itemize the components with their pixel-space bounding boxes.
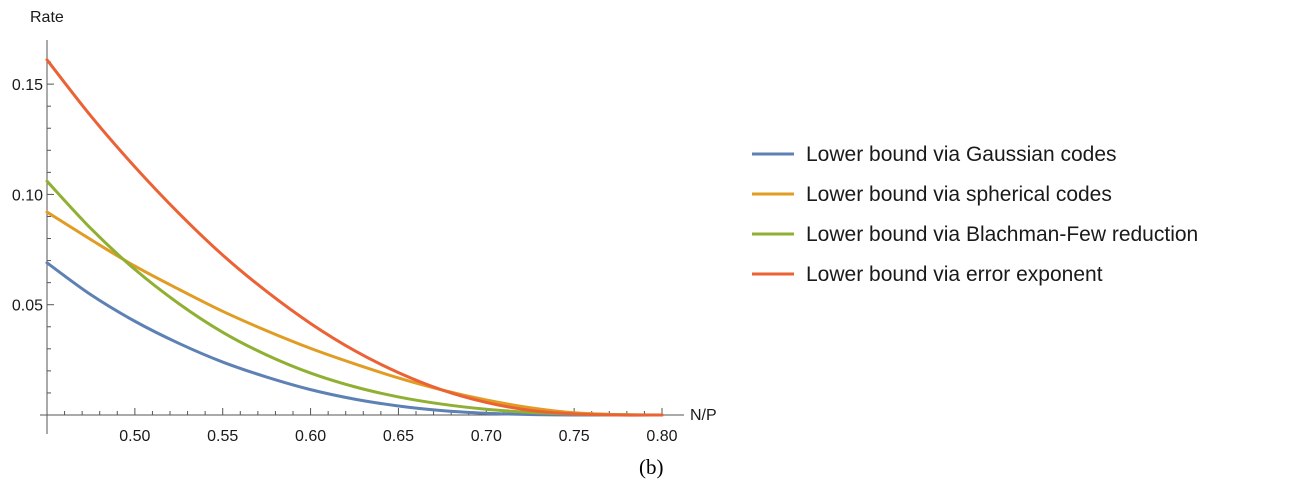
legend-item-lower-bound-via-spherical-codes: Lower bound via spherical codes xyxy=(752,183,1112,206)
x-tick-label: 0.80 xyxy=(646,428,677,445)
legend-item-lower-bound-via-gaussian-codes: Lower bound via Gaussian codes xyxy=(752,143,1117,166)
series-line-lower-bound-via-spherical-codes xyxy=(45,210,664,417)
ticks: 0.50 0.55 0.60 0.65 0.70 0.75 0.80 0.05 0.10 0.15 xyxy=(12,61,678,445)
legend-item-lower-bound-via-blachman-few-reduction: Lower bound via Blachman-Few reduction xyxy=(752,223,1198,246)
x-tick-label: 0.65 xyxy=(383,428,414,445)
legend-label: Lower bound via Blachman-Few reduction xyxy=(806,223,1198,246)
series-line-lower-bound-via-gaussian-codes xyxy=(45,261,664,417)
caption: (b) xyxy=(639,455,664,479)
y-tick-label: 0.05 xyxy=(12,298,43,315)
x-axis-title: N/P xyxy=(690,407,717,424)
legend-label: Lower bound via error exponent xyxy=(806,263,1103,286)
series-line-lower-bound-via-blachman-few-reduction xyxy=(45,179,664,417)
x-tick-label: 0.50 xyxy=(119,428,150,445)
x-tick-label: 0.55 xyxy=(207,428,238,445)
y-axis-title: Rate xyxy=(30,9,64,26)
y-tick-label: 0.15 xyxy=(12,77,43,94)
x-tick-label: 0.70 xyxy=(471,428,502,445)
legend: Lower bound via Gaussian codes Lower boun… xyxy=(752,143,1198,286)
legend-item-lower-bound-via-error-exponent: Lower bound via error exponent xyxy=(752,263,1103,286)
series-line-lower-bound-via-error-exponent xyxy=(45,58,664,417)
y-tick-label: 0.10 xyxy=(12,187,43,204)
legend-label: Lower bound via spherical codes xyxy=(806,183,1112,206)
axes xyxy=(40,40,684,434)
x-tick-label: 0.60 xyxy=(295,428,326,445)
x-tick-label: 0.75 xyxy=(559,428,590,445)
series-lines xyxy=(45,58,664,417)
legend-label: Lower bound via Gaussian codes xyxy=(806,143,1117,166)
